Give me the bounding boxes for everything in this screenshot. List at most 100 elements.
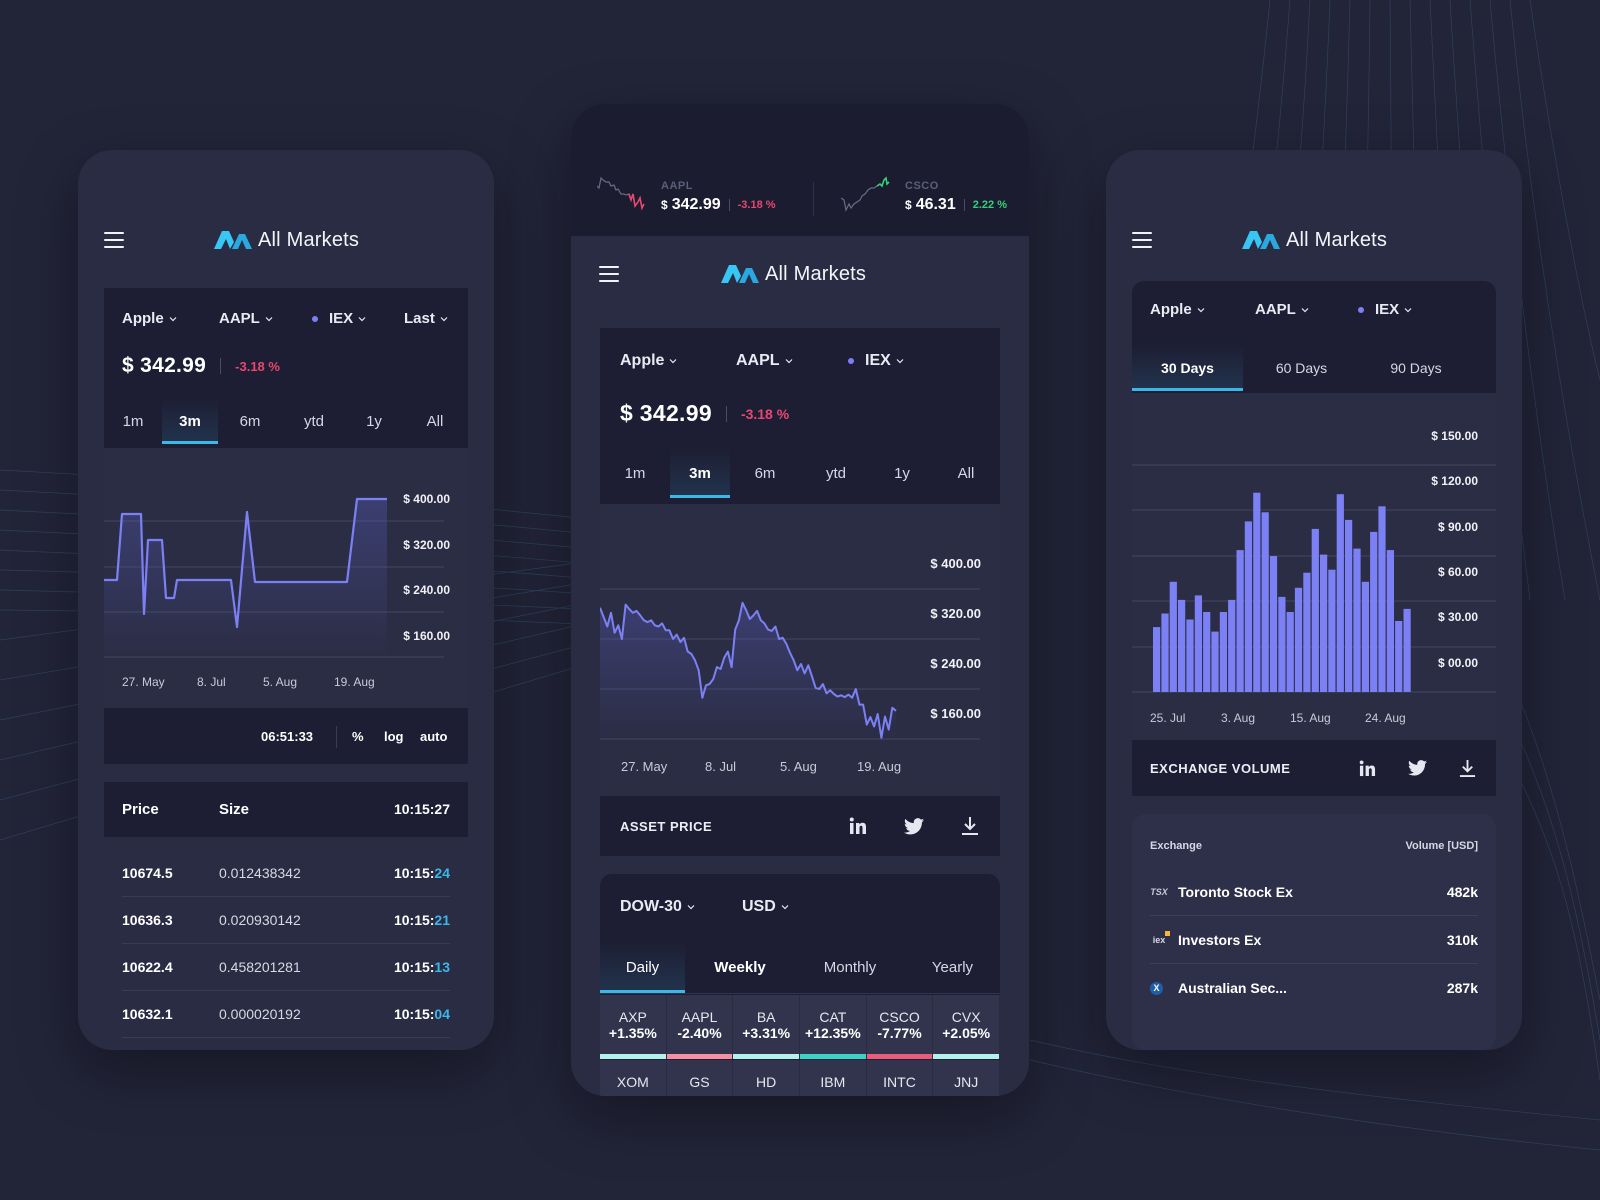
table-row[interactable]: 10632.1 0.000020192 10:15:04 [122,991,450,1038]
auto-toggle[interactable]: auto [420,728,448,744]
volume-bar[interactable] [1353,548,1361,692]
volume-bar[interactable] [1336,494,1344,692]
twitter-icon[interactable] [903,815,925,837]
tab-1m[interactable]: 1m [600,448,670,498]
volume-bar[interactable] [1303,572,1311,692]
symbol-select[interactable]: AAPL [736,352,793,370]
tab-3m[interactable]: 3m [670,448,730,498]
tab-1y[interactable]: 1y [346,398,402,444]
volume-bar[interactable] [1203,612,1211,692]
table-row[interactable]: 10674.5 0.012438342 10:15:24 [122,850,450,897]
heatmap-cell-cat[interactable]: CAT +12.35% [799,995,867,1059]
volume-bar[interactable] [1186,619,1194,693]
tab-60-days[interactable]: 60 Days [1243,345,1360,391]
tab-weekly[interactable]: Weekly [685,942,795,993]
heatmap-cell-gs[interactable]: GS [666,1060,734,1096]
heatmap-cell-csco[interactable]: CSCO -7.77% [866,995,934,1059]
tab-90-days[interactable]: 90 Days [1360,345,1472,391]
volume-bar[interactable] [1328,569,1336,692]
percent-toggle[interactable]: % [352,728,364,744]
volume-bar[interactable] [1320,554,1328,692]
heatmap-cell-jnj[interactable]: JNJ [933,1060,1000,1096]
tab-daily[interactable]: Daily [600,942,685,993]
log-toggle[interactable]: log [384,728,404,744]
heatmap-cell-ba[interactable]: BA +3.31% [733,995,800,1059]
volume-bar[interactable] [1294,587,1303,692]
tab-1y[interactable]: 1y [872,448,932,498]
volume-bar[interactable] [1269,556,1278,692]
volume-bar[interactable] [1286,612,1294,692]
table-row[interactable]: X Australian Sec... 287k [1150,964,1478,1012]
menu-icon[interactable] [599,266,619,282]
volume-bar[interactable] [1311,528,1319,692]
volume-bar[interactable] [1161,613,1169,693]
exchange-select[interactable]: IEX [848,352,904,370]
download-icon[interactable] [1456,757,1478,779]
volume-bar[interactable] [1169,581,1177,692]
heatmap-cell-xom[interactable]: XOM [600,1060,667,1096]
asset-price-chart[interactable]: $ 400.00 $ 320.00 $ 240.00 $ 160.00 27. … [599,504,1000,796]
download-icon[interactable] [959,815,981,837]
table-row[interactable]: iex Investors Ex 310k [1150,916,1478,964]
heatmap-symbol: JNJ [954,1074,979,1090]
volume-bar[interactable] [1194,595,1202,692]
volume-bar[interactable] [1244,521,1252,692]
trade-time-hm: 10:15: [393,912,435,928]
ticker-aapl[interactable]: AAPL $ 342.99 -3.18 % [571,104,799,236]
heatmap-cell-axp[interactable]: AXP +1.35% [600,995,667,1059]
volume-bar[interactable] [1178,599,1186,692]
company-select[interactable]: Apple [620,352,677,370]
volume-bar[interactable] [1386,550,1394,692]
heatmap-cell-hd[interactable]: HD [733,1060,800,1096]
volume-bar[interactable] [1253,492,1261,692]
table-row[interactable]: 10622.4 0.458201281 10:15:13 [122,944,450,991]
heatmap-cell-aapl[interactable]: AAPL -2.40% [666,995,734,1059]
volume-bar[interactable] [1361,581,1369,692]
price-chart[interactable]: $ 400.00 $ 320.00 $ 240.00 $ 160.00 27. … [104,448,468,708]
tab-monthly[interactable]: Monthly [795,942,905,993]
linkedin-icon[interactable] [1356,757,1378,779]
volume-bar[interactable] [1228,599,1236,692]
table-row[interactable]: TSX Toronto Stock Ex 482k [1150,868,1478,916]
volume-bar[interactable] [1278,596,1286,692]
volume-bar[interactable] [1236,550,1244,692]
menu-icon[interactable] [104,232,124,248]
volume-bar[interactable] [1153,627,1161,692]
currency-select[interactable]: USD [742,898,789,916]
symbol-select[interactable]: AAPL [219,310,273,327]
symbol-select[interactable]: AAPL [1255,301,1309,318]
menu-icon[interactable] [1132,232,1152,248]
volume-bar[interactable] [1261,512,1269,692]
price-mode-select[interactable]: Last [404,310,448,327]
exchange-select[interactable]: IEX [1358,301,1412,318]
tab-all[interactable]: All [932,448,1000,498]
volume-bar[interactable] [1378,506,1386,692]
tab-6m[interactable]: 6m [730,448,800,498]
volume-bar[interactable] [1219,612,1227,692]
linkedin-icon[interactable] [847,815,869,837]
heatmap-cell-intc[interactable]: INTC [866,1060,934,1096]
tab-6m[interactable]: 6m [218,398,282,444]
table-row[interactable]: 10636.3 0.020930142 10:15:21 [122,897,450,944]
exchange-select[interactable]: IEX [312,310,366,327]
tab-all[interactable]: All [402,398,468,444]
tab-yearly[interactable]: Yearly [905,942,1000,993]
heatmap-cell-ibm[interactable]: IBM [799,1060,867,1096]
twitter-icon[interactable] [1406,757,1428,779]
tab-ytd[interactable]: ytd [282,398,346,444]
tab-3m[interactable]: 3m [162,398,218,444]
volume-bar[interactable] [1403,608,1411,692]
volume-bar[interactable] [1211,631,1219,692]
exchange-volume-chart[interactable]: $ 150.00 $ 120.00 $ 90.00 $ 60.00 $ 30.0… [1132,393,1496,740]
volume-bar[interactable] [1345,519,1353,692]
tab-ytd[interactable]: ytd [800,448,872,498]
ticker-csco[interactable]: CSCO $ 46.31 2.22 % [817,104,1029,236]
company-select[interactable]: Apple [122,310,177,327]
volume-bar[interactable] [1370,531,1378,692]
heatmap-cell-cvx[interactable]: CVX +2.05% [933,995,1000,1059]
tab-1m[interactable]: 1m [104,398,162,444]
company-select[interactable]: Apple [1150,301,1205,318]
volume-bar[interactable] [1395,621,1403,692]
tab-30-days[interactable]: 30 Days [1132,345,1243,391]
index-select[interactable]: DOW-30 [620,898,695,916]
